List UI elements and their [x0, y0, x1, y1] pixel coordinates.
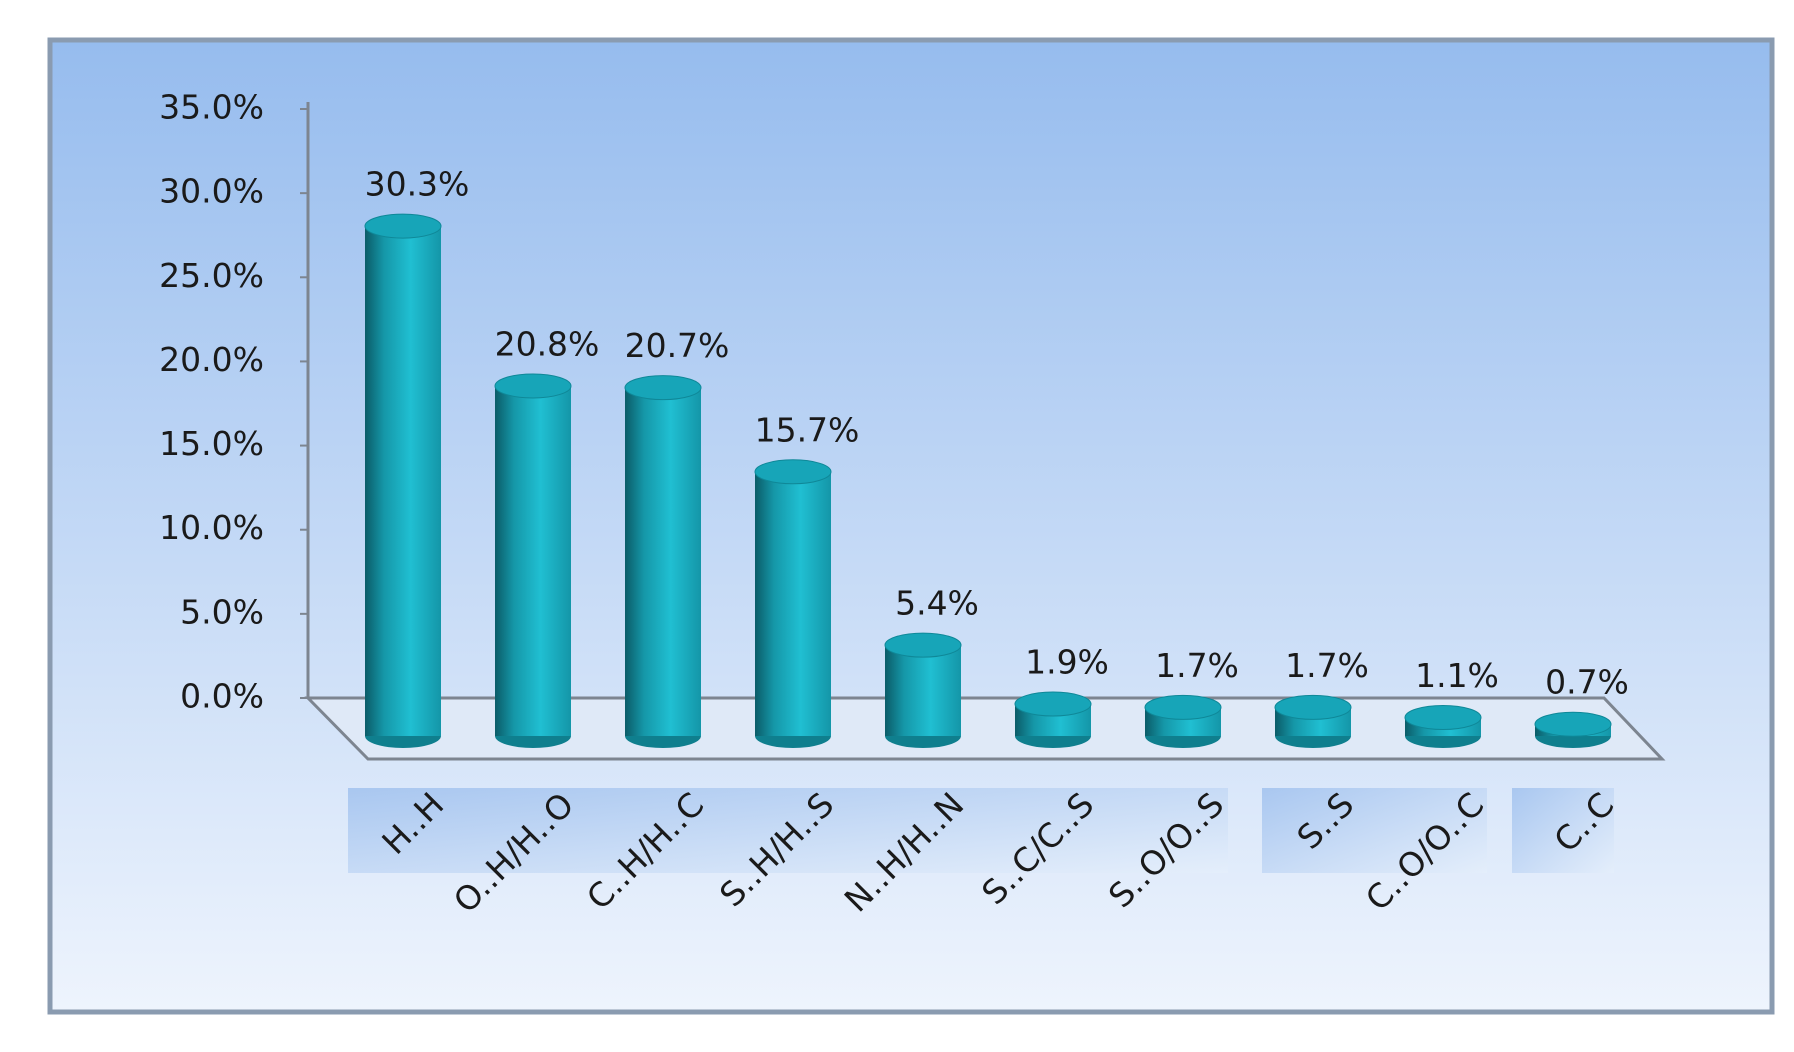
label-band — [1262, 788, 1487, 873]
y-tick-label: 0.0% — [180, 677, 264, 716]
y-tick-label: 15.0% — [159, 424, 264, 463]
y-tick-label: 30.0% — [159, 172, 264, 211]
value-label: 1.7% — [1285, 646, 1369, 685]
bar — [365, 226, 441, 736]
label-band — [348, 788, 1228, 873]
value-label: 1.7% — [1155, 646, 1239, 685]
bar-top — [364, 213, 442, 239]
value-label: 30.3% — [365, 165, 470, 204]
bar — [885, 645, 961, 736]
bar — [755, 471, 831, 736]
bar-top — [624, 375, 702, 401]
bar-top — [1014, 691, 1092, 717]
y-tick-label: 10.0% — [159, 508, 264, 547]
bar-top — [1534, 711, 1612, 737]
value-label: 15.7% — [755, 410, 860, 449]
bar — [495, 385, 571, 736]
label-band — [1512, 788, 1614, 873]
bar-top — [754, 459, 832, 485]
bar-top — [1274, 694, 1352, 720]
value-label: 1.9% — [1025, 643, 1109, 682]
value-label: 20.7% — [625, 326, 730, 365]
bar-top — [1144, 694, 1222, 720]
bar-top — [884, 632, 962, 658]
y-tick-label: 5.0% — [180, 592, 264, 631]
y-tick-label: 20.0% — [159, 340, 264, 379]
value-label: 5.4% — [895, 584, 979, 623]
bar-top — [494, 373, 572, 399]
y-tick-label: 35.0% — [159, 88, 264, 127]
bar — [625, 387, 701, 736]
bar-top — [1404, 704, 1482, 730]
value-label: 0.7% — [1545, 663, 1629, 702]
value-label: 20.8% — [495, 324, 600, 363]
y-tick-label: 25.0% — [159, 256, 264, 295]
label-backgrounds — [348, 788, 1614, 873]
value-label: 1.1% — [1415, 656, 1499, 695]
